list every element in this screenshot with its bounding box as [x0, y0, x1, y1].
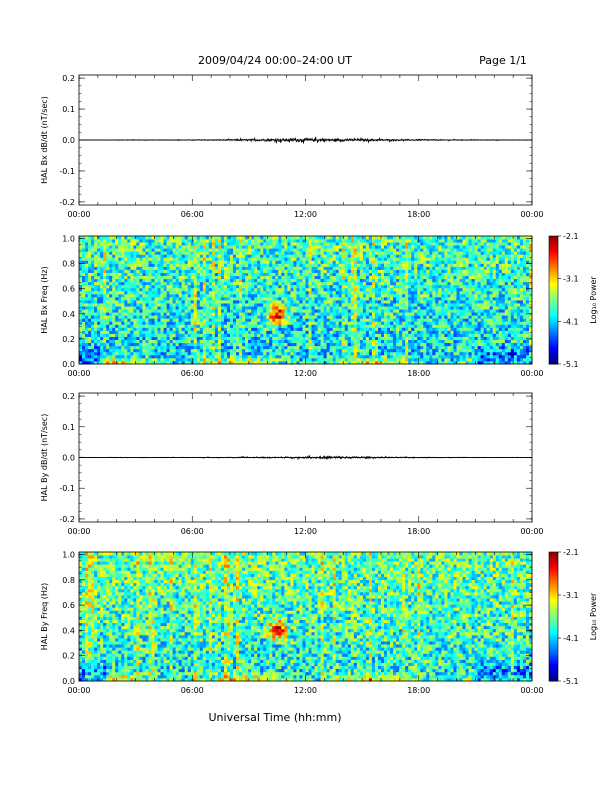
y-tick-label: 1.0	[62, 235, 75, 244]
y-tick-label: 0.2	[62, 392, 75, 401]
y-tick-label: 0.1	[62, 105, 75, 114]
colorbar: -2.1 -3.1 -4.1 -5.1 Log₁₀ Power	[548, 548, 598, 686]
x-tick-label: 18:00	[407, 686, 430, 695]
y-tick-label: -0.2	[59, 198, 75, 207]
x-tick-label: 06:00	[181, 527, 204, 536]
x-tick-label: 18:00	[407, 527, 430, 536]
x-tick-label: 18:00	[407, 369, 430, 378]
y-tick-label: -0.2	[59, 515, 75, 524]
colorbar-label: Log₁₀ Power	[589, 276, 598, 324]
y-tick-label: 0.0	[62, 136, 75, 145]
y-tick-label: 0.8	[62, 576, 75, 585]
colorbar: -2.1 -3.1 -4.1 -5.1 Log₁₀ Power	[548, 232, 598, 369]
x-tick-label: 00:00	[67, 527, 90, 536]
y-axis-label: HAL By dB/dt (nT/sec)	[40, 414, 49, 502]
colorbar-tick-label: -4.1	[563, 634, 579, 643]
y-tick-label: -0.1	[59, 484, 75, 493]
x-tick-label: 00:00	[520, 210, 543, 219]
x-tick-label: 00:00	[67, 686, 90, 695]
page-number: Page 1/1	[479, 54, 527, 67]
y-tick-label: 0.6	[62, 601, 75, 610]
spectrogram	[79, 236, 533, 365]
panel-2: -2.1 -3.1 -4.1 -5.1 Log₁₀ Power 00:00 06:00 12:…	[40, 232, 598, 378]
y-tick-label: 0.2	[62, 335, 75, 344]
x-tick-label: 12:00	[294, 210, 317, 219]
x-tick-label: 18:00	[407, 210, 430, 219]
x-tick-label: 00:00	[520, 527, 543, 536]
colorbar-label: Log₁₀ Power	[589, 592, 598, 640]
y-axis-label: HAL Bx dB/dt (nT/sec)	[40, 96, 49, 184]
x-tick-label: 06:00	[181, 210, 204, 219]
x-tick-label: 12:00	[294, 527, 317, 536]
x-tick-label: 00:00	[67, 369, 90, 378]
y-tick-label: 1.0	[62, 551, 75, 560]
y-axis-label: HAL Bx Freq (Hz)	[40, 266, 49, 333]
y-tick-label: 0.2	[62, 652, 75, 661]
series-trace	[78, 136, 533, 144]
x-tick-label: 00:00	[67, 210, 90, 219]
colorbar-tick-label: -4.1	[563, 317, 579, 326]
y-tick-label: 0.0	[62, 360, 75, 369]
spectrogram	[79, 552, 533, 682]
x-tick-label: 12:00	[294, 686, 317, 695]
x-tick-label: 06:00	[181, 686, 204, 695]
y-tick-label: 0.4	[62, 310, 75, 319]
colorbar-tick-label: -5.1	[563, 360, 579, 369]
y-tick-label: -0.1	[59, 167, 75, 176]
panel-3: 00:00 06:00 12:00 18:00 00:00 0.2 0.1 0.0 -0.1 -0…	[40, 392, 544, 536]
x-tick-label: 00:00	[520, 369, 543, 378]
y-tick-label: 0.8	[62, 260, 75, 269]
y-tick-label: 0.1	[62, 423, 75, 432]
colorbar-tick-label: -2.1	[563, 232, 579, 241]
page-title: 2009/04/24 00:00–24:00 UT	[198, 54, 352, 67]
panel-1: 00:00 06:00 12:00 18:00 00:00 0.2 0.1 0.0 -0.1 -0…	[40, 74, 544, 219]
colorbar-tick-label: -5.1	[563, 677, 579, 686]
colorbar-tick-label: -3.1	[563, 591, 579, 600]
panels: 00:00 06:00 12:00 18:00 00:00 0.2 0.1 0.0 -0.1 -0…	[40, 74, 598, 695]
y-tick-label: 0.4	[62, 626, 75, 635]
x-axis-title: Universal Time (hh:mm)	[209, 711, 342, 724]
colorbar-tick-label: -3.1	[563, 275, 579, 284]
x-tick-label: 00:00	[520, 686, 543, 695]
x-tick-label: 12:00	[294, 369, 317, 378]
panel-4: -2.1 -3.1 -4.1 -5.1 Log₁₀ Power 00:00 06:00 12:…	[40, 548, 598, 695]
y-tick-label: 0.0	[62, 454, 75, 463]
series-trace	[78, 454, 533, 461]
y-tick-label: 0.2	[62, 74, 75, 83]
y-tick-label: 0.0	[62, 677, 75, 686]
colorbar-tick-label: -2.1	[563, 548, 579, 557]
y-tick-label: 0.6	[62, 285, 75, 294]
y-axis-label: HAL By Freq (Hz)	[40, 583, 49, 650]
x-tick-label: 06:00	[181, 369, 204, 378]
